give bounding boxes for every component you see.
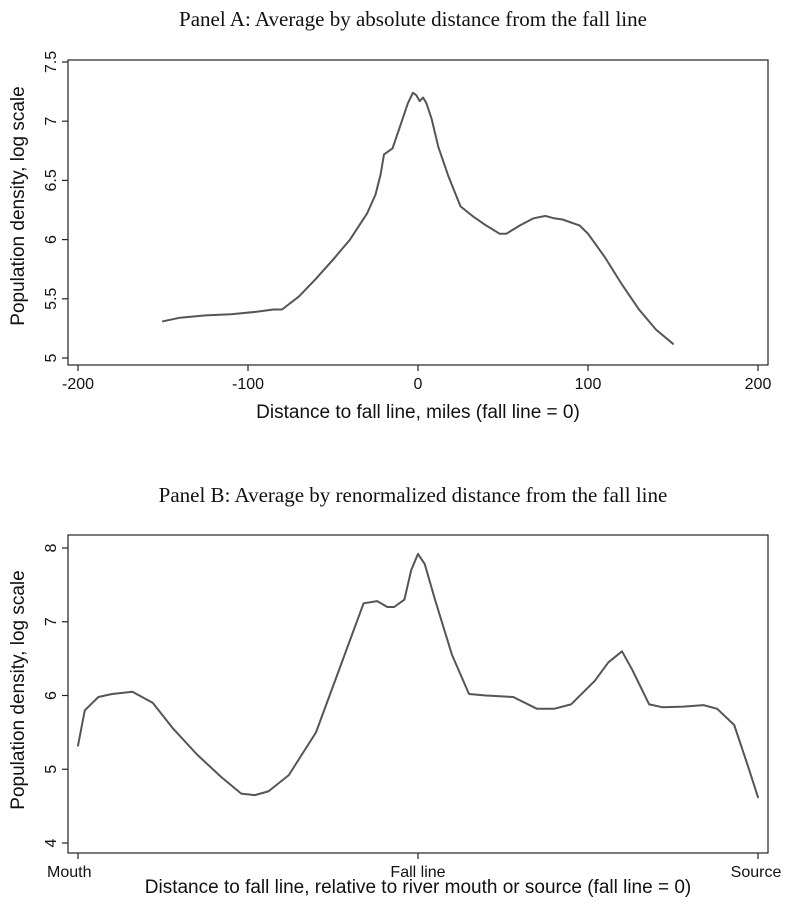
panel-b-series-line xyxy=(77,552,759,799)
panel-b-y-axis-label: Population density, log scale xyxy=(8,570,29,809)
panel-b-x-tick-label: Source xyxy=(731,864,782,881)
panel-b-y-tick-label: 7 xyxy=(43,617,60,626)
panel-b-y-ticks: 4 5 6 7 8 xyxy=(43,543,68,847)
panel-b-title: Panel B: Average by renormalized distanc… xyxy=(159,483,668,507)
panel-a-title: Panel A: Average by absolute distance fr… xyxy=(179,7,647,31)
panel-a-x-tick-label: -100 xyxy=(232,376,264,393)
panel-a-y-tick-label: 5 xyxy=(43,353,60,362)
panel-b-chart: Panel B: Average by renormalized distanc… xyxy=(8,483,781,898)
panel-a-x-tick-label: 0 xyxy=(414,376,423,393)
panel-a-x-ticks: -200 -100 0 100 200 xyxy=(62,365,771,393)
panel-a-x-tick-label: 200 xyxy=(745,376,772,393)
panel-a-x-tick-label: -200 xyxy=(62,376,94,393)
panel-b-y-tick-label: 5 xyxy=(43,765,60,774)
panel-b-y-tick-label: 8 xyxy=(43,543,60,552)
panel-b-x-axis-label: Distance to fall line, relative to river… xyxy=(145,877,691,898)
panel-b-plot-frame xyxy=(67,534,769,854)
panel-b-x-tick-label: Mouth xyxy=(47,864,91,881)
panel-b-y-tick-label: 4 xyxy=(43,838,60,847)
panel-b-x-tick-label: Fall line xyxy=(390,864,445,881)
panel-a-y-tick-label: 7.5 xyxy=(43,51,60,73)
panel-b-y-tick-label: 6 xyxy=(43,691,60,700)
panel-a-y-tick-label: 6.5 xyxy=(43,169,60,191)
panel-a-y-tick-label: 5.5 xyxy=(43,288,60,310)
panel-a-x-tick-label: 100 xyxy=(575,376,602,393)
panel-a-y-ticks: 5 5.5 6 6.5 7 7.5 xyxy=(43,51,68,362)
panel-a-y-axis-label: Population density, log scale xyxy=(8,86,29,325)
panel-a-y-tick-label: 7 xyxy=(43,117,60,126)
panel-a-x-axis-label: Distance to fall line, miles (fall line … xyxy=(256,402,580,423)
panel-a-y-tick-label: 6 xyxy=(43,235,60,244)
panel-a-series-line xyxy=(162,91,674,345)
panel-b-x-ticks: Mouth Fall line Source xyxy=(47,853,781,881)
panel-a-chart: Panel A: Average by absolute distance fr… xyxy=(8,7,771,423)
